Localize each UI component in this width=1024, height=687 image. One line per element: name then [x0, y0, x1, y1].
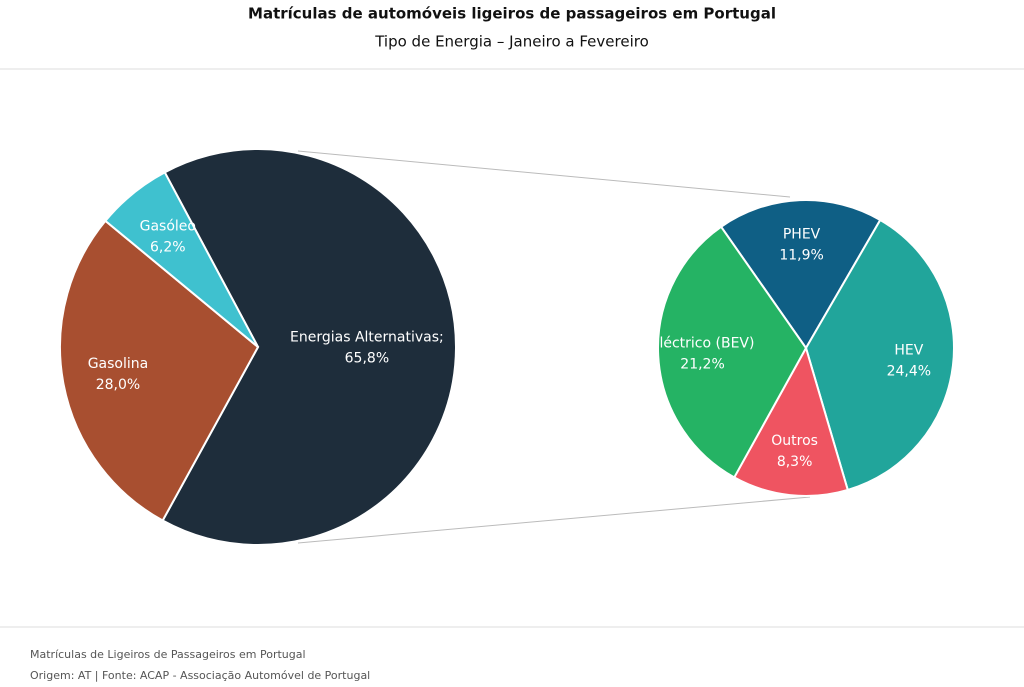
slice-value-label: 28,0%	[96, 377, 140, 393]
slice-label: Eléctrico (BEV)	[651, 335, 755, 351]
pie-slice	[719, 199, 882, 350]
slice-label: Energias Alternativas;	[290, 330, 444, 346]
chart-subtitle: Tipo de Energia – Janeiro a Fevereiro	[374, 33, 649, 51]
footer-text: Matrículas de Ligeiros de Passageiros em…	[30, 648, 306, 661]
slice-label: Gasolina	[88, 356, 149, 372]
pie-slice	[732, 345, 850, 497]
pie-slice	[161, 148, 457, 546]
slice-label: Outros	[771, 433, 818, 449]
slice-value-label: 8,3%	[777, 454, 813, 470]
pie-slice	[804, 218, 955, 492]
slice-value-label: 6,2%	[150, 240, 186, 256]
connector	[297, 496, 811, 544]
slice-value-label: 11,9%	[779, 247, 823, 263]
pie-slice	[657, 225, 808, 479]
slice-label: PHEV	[783, 226, 821, 242]
connector	[297, 150, 791, 198]
footer-text: Origem: AT | Fonte: ACAP - Associação Au…	[30, 669, 370, 682]
slice-value-label: 24,4%	[887, 363, 931, 379]
slice-label: Gasóleo	[140, 219, 196, 235]
pie-slice	[59, 219, 260, 522]
chart-title: Matrículas de automóveis ligeiros de pas…	[248, 5, 776, 23]
slice-label: HEV	[894, 342, 923, 358]
slice-value-label: 65,8%	[345, 351, 389, 367]
pie-slice	[103, 170, 259, 348]
slice-value-label: 21,2%	[680, 356, 724, 372]
